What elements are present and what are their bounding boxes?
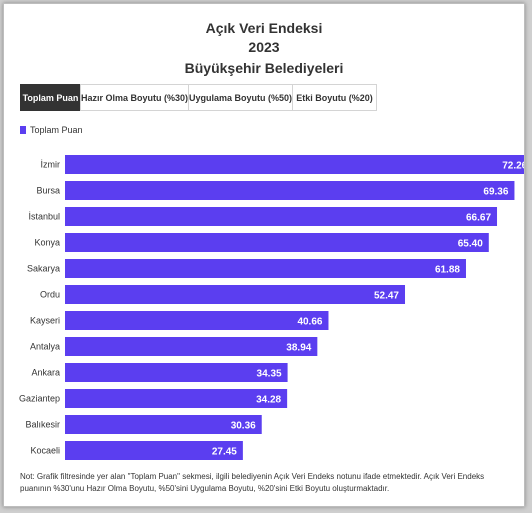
value-label: 52.47	[374, 291, 399, 302]
bar[interactable]	[65, 233, 489, 252]
bar[interactable]	[65, 337, 318, 356]
value-label: 34.35	[257, 369, 282, 380]
category-label: Bursa	[36, 186, 60, 196]
bar[interactable]	[65, 441, 243, 460]
category-label: İstanbul	[28, 212, 60, 222]
bar[interactable]	[65, 155, 524, 174]
category-label: Balıkesir	[25, 420, 60, 430]
value-label: 27.45	[212, 447, 237, 458]
bar[interactable]	[65, 311, 329, 330]
tab-uygulama-boyutu[interactable]: Uygulama Boyutu (%50)	[188, 84, 292, 111]
value-label: 72.26	[502, 161, 524, 172]
chart-card: Açık Veri Endeksi 2023 Büyükşehir Beledi…	[3, 3, 525, 507]
bar-chart: İzmir 72.26 Bursa 69.36 İstanbul 66.67 Konya 65…	[19, 155, 524, 460]
category-label: Ordu	[40, 290, 60, 300]
legend[interactable]: Toplam Puan	[20, 125, 83, 135]
legend-label: Toplam Puan	[30, 125, 83, 135]
category-label: Gaziantep	[19, 394, 60, 404]
value-label: 30.36	[231, 421, 256, 432]
chart-title: Açık Veri Endeksi	[205, 20, 323, 36]
value-label: 69.36	[483, 187, 508, 198]
tab-hazir-olma-boyutu[interactable]: Hazır Olma Boyutu (%30)	[80, 84, 188, 111]
bar[interactable]	[65, 415, 262, 434]
chart-year: 2023	[248, 39, 280, 55]
tab-toplam-puan[interactable]: Toplam Puan	[20, 84, 80, 111]
category-label: İzmir	[41, 160, 61, 170]
category-label: Konya	[34, 238, 60, 248]
chart-subtitle: Büyükşehir Belediyeleri	[184, 60, 344, 76]
bar[interactable]	[65, 181, 515, 200]
tab-etki-boyutu[interactable]: Etki Boyutu (%20)	[292, 84, 377, 111]
category-label: Kayseri	[30, 316, 60, 326]
bar[interactable]	[65, 389, 288, 408]
category-label: Kocaeli	[30, 446, 60, 456]
value-label: 38.94	[286, 343, 311, 354]
bar[interactable]	[65, 363, 288, 382]
value-label: 40.66	[297, 317, 322, 328]
bar[interactable]	[65, 207, 498, 226]
bar[interactable]	[65, 259, 466, 278]
value-label: 34.28	[256, 395, 281, 406]
value-label: 65.40	[458, 239, 483, 250]
category-label: Ankara	[31, 368, 60, 378]
value-label: 66.67	[466, 213, 491, 224]
footnote: Not: Grafik filtresinde yer alan "Toplam…	[20, 472, 485, 493]
category-label: Sakarya	[27, 264, 60, 274]
value-label: 61.88	[435, 265, 460, 276]
legend-swatch	[20, 126, 26, 134]
category-label: Antalya	[30, 342, 60, 352]
metric-tabs: Toplam Puan Hazır Olma Boyutu (%30) Uygu…	[20, 84, 377, 111]
bar[interactable]	[65, 285, 406, 304]
